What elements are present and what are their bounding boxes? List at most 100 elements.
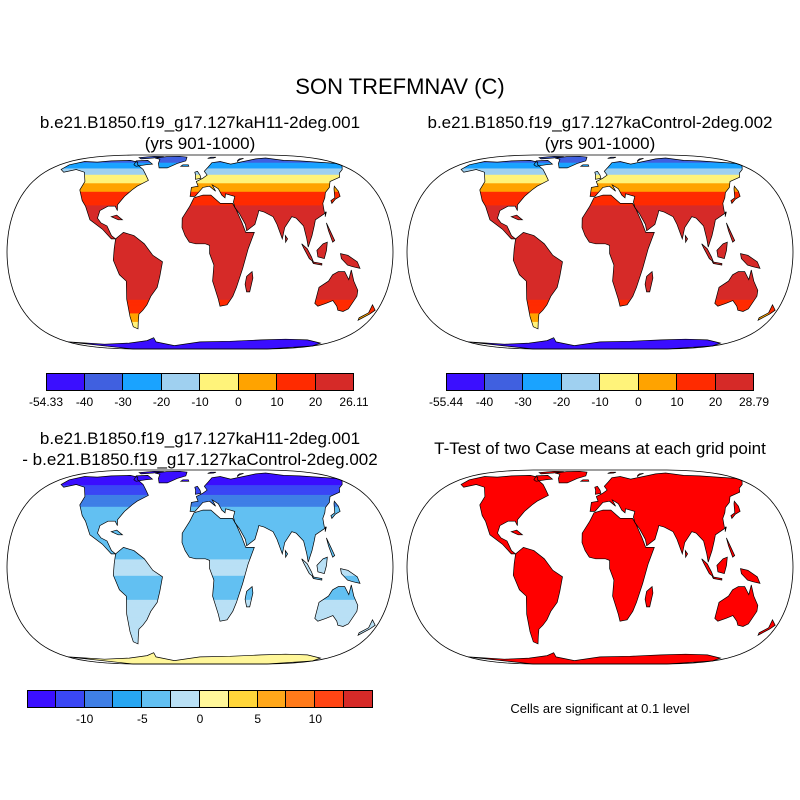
colorbar-swatch xyxy=(484,373,523,391)
coastline-newGuinea xyxy=(740,253,761,269)
coastline-japan xyxy=(330,500,341,520)
coastline-svalbard xyxy=(207,471,217,474)
coastline-cuba xyxy=(510,529,524,536)
map-boundary xyxy=(6,154,394,350)
coastline-greenland xyxy=(154,155,188,169)
colorbar-swatch xyxy=(200,373,239,391)
colorbar-swatch xyxy=(84,373,123,391)
colorbar-tick-label: -40 xyxy=(475,395,494,409)
coastline-madagascar xyxy=(644,585,654,608)
panel-title-diff: b.e21.B1850.f19_g17.127kaH11-2deg.001 - … xyxy=(0,428,400,470)
coastline-southAmerica xyxy=(512,547,563,645)
colorbar-tick-label: 10 xyxy=(670,395,684,409)
coastline-philippines xyxy=(326,537,336,558)
colorbar-tick-label: -20 xyxy=(552,395,571,409)
panel-title-ttest: T-Test of two Case means at each grid po… xyxy=(400,438,800,459)
colorbar-tick-label: -10 xyxy=(591,395,609,409)
colorbar-swatch xyxy=(677,373,716,391)
coastline-philippines xyxy=(726,537,736,558)
coastline-eurasia xyxy=(589,157,743,248)
coastline-baffin xyxy=(533,160,554,167)
coastline-sriLanka xyxy=(684,549,689,559)
colorbar-tick-label: -10 xyxy=(75,712,94,726)
colorbar-swatch xyxy=(446,373,485,391)
colorbar-swatch xyxy=(27,690,56,708)
colorbar-swatch xyxy=(228,690,258,708)
coastline-taiwan xyxy=(724,211,727,217)
panel-title-case1: b.e21.B1850.f19_g17.127kaH11-2deg.001 (y… xyxy=(0,112,400,154)
coastline-java xyxy=(311,261,323,266)
colorbar-tick-label: -10 xyxy=(191,395,209,409)
coastline-borneo xyxy=(316,241,328,260)
coastline-northAmerica xyxy=(60,160,149,240)
coastline-eurasia xyxy=(589,472,743,563)
colorbar-swatch xyxy=(238,373,277,391)
colorbar-tick-label: 26.11 xyxy=(339,395,369,409)
coastline-svalbard xyxy=(607,156,617,159)
coastline-eurasia xyxy=(189,472,343,563)
coastline-antarctica xyxy=(67,652,322,665)
colorbar-swatch xyxy=(257,690,287,708)
colorbar-swatch xyxy=(123,373,162,391)
coastline-borneo xyxy=(316,556,328,575)
coastline-ellesmere xyxy=(538,155,564,160)
coastline-newGuinea xyxy=(340,253,361,269)
coastline-taiwan xyxy=(724,526,727,532)
colorbar-swatch xyxy=(344,690,373,708)
coastline-svalbard xyxy=(607,471,617,474)
colorbar-tick-label: -55.44 xyxy=(428,395,464,409)
coastline-africa xyxy=(581,509,655,622)
colorbar-swatch xyxy=(523,373,562,391)
coastline-borneo xyxy=(716,556,728,575)
coastline-java xyxy=(711,261,723,266)
coastline-antarctica xyxy=(67,337,322,350)
colorbar-tick-label: 0 xyxy=(635,395,642,409)
map-boundary xyxy=(6,469,394,665)
coastline-newZealand xyxy=(757,619,776,636)
coastline-madagascar xyxy=(244,585,254,608)
colorbar-swatch xyxy=(55,690,85,708)
colorbar-swatch xyxy=(600,373,639,391)
coastline-japan xyxy=(330,185,341,205)
colorbar-tick-label: -30 xyxy=(114,395,132,409)
coastline-novayaZemlya xyxy=(637,158,644,163)
coastline-britain xyxy=(594,170,602,180)
page-title: SON TREFMNAV (C) xyxy=(295,74,505,99)
coastline-britain xyxy=(194,170,202,180)
coastline-newZealand xyxy=(757,304,776,321)
panel-title-case2: b.e21.B1850.f19_g17.127kaControl-2deg.00… xyxy=(400,112,800,154)
coastline-britain xyxy=(594,485,602,495)
coastline-philippines xyxy=(726,222,736,243)
colorbar-swatch xyxy=(46,373,85,391)
coastline-ellesmere xyxy=(538,470,564,475)
colorbar-swatch xyxy=(84,690,114,708)
coastline-sriLanka xyxy=(684,234,689,244)
coastline-cuba xyxy=(110,214,124,221)
coastline-japan xyxy=(730,185,741,205)
coastline-baffin xyxy=(133,160,154,167)
coastline-madagascar xyxy=(644,270,654,293)
coastline-southAmerica xyxy=(112,547,163,645)
coastline-novayaZemlya xyxy=(637,473,644,478)
coastline-java xyxy=(711,576,723,581)
coastline-australia xyxy=(714,584,759,627)
coastline-australia xyxy=(314,584,359,627)
colorbar-swatch xyxy=(286,690,316,708)
coastline-cuba xyxy=(510,214,524,221)
coastline-novayaZemlya xyxy=(237,158,244,163)
coastline-iceland xyxy=(579,479,590,482)
panel-title-case2-line1: b.e21.B1850.f19_g17.127kaControl-2deg.00… xyxy=(427,113,773,132)
colorbar-swatch xyxy=(315,690,345,708)
colorbar-swatch xyxy=(638,373,677,391)
colorbar-tick-label: 0 xyxy=(235,395,242,409)
coastline-africa xyxy=(581,194,655,307)
coastline-ellesmere xyxy=(138,155,164,160)
colorbar-swatch xyxy=(277,373,316,391)
panel-title-case1-line1: b.e21.B1850.f19_g17.127kaH11-2deg.001 xyxy=(39,113,361,132)
coastline-cuba xyxy=(110,529,124,536)
colorbar-tick-label: -5 xyxy=(136,712,148,726)
map-case1 xyxy=(6,154,394,350)
colorbar-diff xyxy=(27,690,373,708)
coastline-newZealand xyxy=(357,304,376,321)
panel-title-case1-line2: (yrs 901-1000) xyxy=(144,134,256,153)
